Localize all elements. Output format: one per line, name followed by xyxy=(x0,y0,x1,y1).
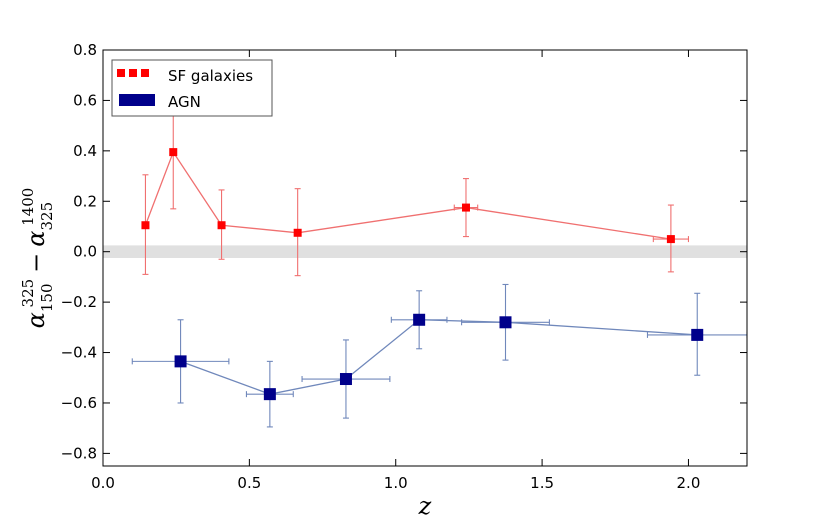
svg-text:α150325−α3251400: α150325−α3251400 xyxy=(19,188,56,329)
legend-sf-marker-0 xyxy=(117,69,125,77)
y-tick-label-6: 0.4 xyxy=(73,142,97,160)
x-tick-label-3: 1.5 xyxy=(530,474,554,492)
legend-markers xyxy=(117,69,155,106)
agn-point-2 xyxy=(339,373,352,386)
legend-agn-marker-1 xyxy=(131,94,143,106)
sf-point-2 xyxy=(217,221,226,230)
agn-series-line xyxy=(180,319,698,395)
legend-agn-marker-0 xyxy=(119,94,131,106)
legend-agn-marker-2 xyxy=(143,94,155,106)
agn-point-1 xyxy=(263,388,276,401)
plot-frame xyxy=(102,49,748,467)
y-tick-label-8: 0.8 xyxy=(73,41,97,59)
legend-box xyxy=(111,59,273,117)
agn-point-3 xyxy=(413,313,426,326)
y-label-sub1: 150 xyxy=(38,283,56,312)
markers-layer xyxy=(141,148,704,401)
reference-band-layer xyxy=(103,245,747,258)
x-tick-label-4: 2.0 xyxy=(677,474,701,492)
agn-point-4 xyxy=(499,316,512,329)
x-tick-label-0: 0.0 xyxy=(91,474,115,492)
ticks-layer xyxy=(102,49,747,466)
tick-labels-layer: 0.0 0.5 1.0 1.5 2.0 −0.8 −0.6 −0.4 −0.2 0.0 0.2 0.4… xyxy=(61,41,701,492)
legend-sf-marker-1 xyxy=(129,69,137,77)
y-label-alpha-1: α xyxy=(22,312,50,328)
x-axis-label: z xyxy=(418,492,432,519)
series-lines-layer xyxy=(144,150,698,395)
zero-reference-band xyxy=(103,245,747,258)
y-label-sub2: 325 xyxy=(38,202,56,231)
y-tick-label-1: −0.6 xyxy=(61,394,97,412)
sf-series-line xyxy=(144,150,671,240)
y-label-alpha-2: α xyxy=(22,231,50,247)
y-label-sup1: 325 xyxy=(19,279,37,308)
y-tick-label-3: −0.2 xyxy=(61,293,97,311)
agn-point-5 xyxy=(691,328,704,341)
legend-label-agn: AGN xyxy=(168,93,201,111)
sf-point-5 xyxy=(666,235,675,244)
y-tick-label-7: 0.6 xyxy=(73,91,97,109)
x-tick-label-1: 0.5 xyxy=(237,474,261,492)
y-tick-label-4: 0.0 xyxy=(73,243,97,261)
y-tick-label-0: −0.8 xyxy=(61,444,97,462)
legend: SF galaxies AGN xyxy=(111,59,273,117)
sf-point-1 xyxy=(169,148,178,157)
y-axis-label: α150325−α3251400 xyxy=(19,188,56,329)
sf-point-4 xyxy=(461,203,470,212)
y-tick-label-5: 0.2 xyxy=(73,192,97,210)
y-label-minus: − xyxy=(22,253,50,273)
sf-point-0 xyxy=(141,221,150,230)
legend-sf-marker-2 xyxy=(141,69,149,77)
agn-point-0 xyxy=(174,355,187,368)
y-tick-label-2: −0.4 xyxy=(61,344,97,362)
x-tick-label-2: 1.0 xyxy=(384,474,408,492)
legend-label-sf-galaxies: SF galaxies xyxy=(168,67,253,85)
sf-point-3 xyxy=(293,228,302,237)
y-label-sup2: 1400 xyxy=(19,188,37,226)
